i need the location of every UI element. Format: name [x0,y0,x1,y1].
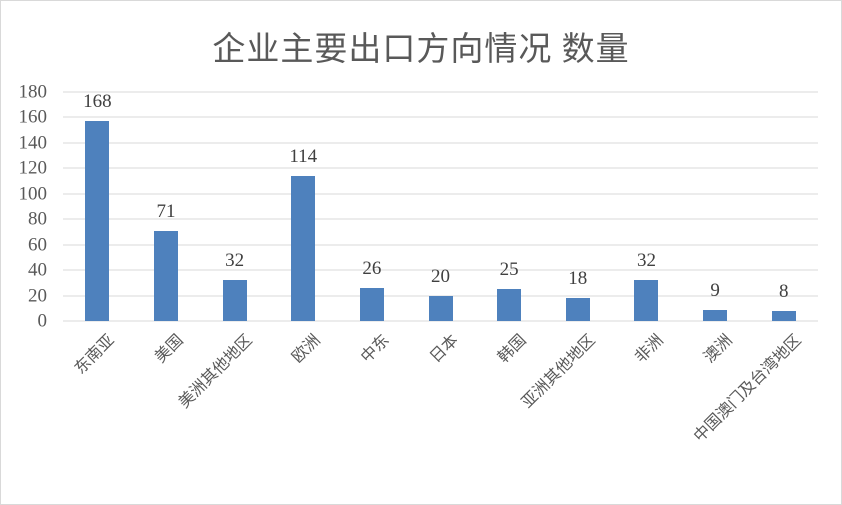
bar-value-label: 9 [710,279,720,301]
bar-slot: 26 [338,92,407,321]
gridline [63,142,818,144]
x-tick-cell: 东南亚 [63,321,132,501]
y-tick-label: 120 [18,157,48,179]
bar-slot: 9 [681,92,750,321]
bar [565,298,590,321]
bar [291,175,316,321]
bar-value-label: 32 [225,250,245,272]
bar-slot: 18 [543,92,612,321]
bar [703,309,728,321]
bar-slot: 71 [132,92,201,321]
bar [428,295,453,321]
x-tick-label: 非洲 [632,331,668,367]
bar-value-label: 26 [362,258,382,280]
y-tick-label: 80 [28,208,47,230]
bar-value-label: 114 [289,146,318,168]
bar-value-label: 71 [156,200,176,222]
y-tick-label: 180 [18,81,48,103]
bar-slot: 8 [749,92,818,321]
x-tick-label: 中东 [357,331,393,367]
gridline [63,320,818,322]
x-tick-cell: 中国澳门及台湾地区 [691,321,818,501]
bar [497,289,522,321]
y-tick-label: 160 [18,106,48,128]
bar-slot: 168 [63,91,132,321]
bars-row: 168 71 32 114 26 20 25 18 32 9 8 [63,91,818,321]
x-tick-cell: 中东 [338,321,407,501]
bar-value-label: 32 [636,250,656,272]
bar [634,280,659,321]
x-tick-label: 韩国 [495,331,530,367]
x-axis-labels: 东南亚 美国 美洲其他地区 欧洲 中东 日本 韩国 亚洲其他地区 非洲 澳洲 中国澳门及台湾地区 [63,321,818,501]
y-tick-label: 100 [18,183,48,205]
y-tick-label: 20 [28,285,47,307]
y-tick-label: 60 [28,234,47,256]
gridlines-layer: 0 20 40 60 80 100 120 140 160 180 [19,83,818,331]
x-tick-cell: 非洲 [612,321,681,501]
bar [85,120,110,321]
x-tick-label: 东南亚 [72,331,119,378]
x-tick-cell: 美洲其他地区 [175,321,269,501]
gridline [63,91,818,93]
gridline [63,269,818,271]
x-tick-label: 澳洲 [701,331,736,367]
y-tick-label: 40 [28,259,47,281]
bar-value-label: 25 [499,259,519,281]
x-tick-cell: 日本 [406,321,475,501]
x-tick-label: 美国 [152,331,187,367]
x-tick-label: 欧洲 [289,331,324,367]
bar [771,310,796,321]
bar-slot: 20 [406,92,475,321]
bar-value-label: 168 [83,91,112,112]
chart-title: 企业主要出口方向情况 数量 [212,32,630,68]
bar-value-label: 18 [568,268,588,290]
gridline [63,244,818,246]
gridline [63,116,818,118]
y-tick-label: 140 [18,132,48,154]
bar [359,287,384,321]
bar [153,230,178,321]
x-tick-cell: 韩国 [475,321,544,501]
bar-slot: 32 [200,92,269,321]
bar-slot: 25 [475,92,544,321]
bar-value-label: 20 [431,265,451,287]
gridline [63,193,818,195]
x-tick-cell: 欧洲 [269,321,338,501]
y-tick-label: 0 [37,310,48,332]
gridline [63,167,818,169]
plot-area: 0 20 40 60 80 100 120 140 160 180 168 71 32 114 26 20 2… [19,83,818,446]
bar-slot: 32 [612,92,681,321]
bar-value-label: 8 [778,280,789,302]
bar [222,280,247,321]
bar-slot: 114 [269,92,338,321]
x-tick-label: 日本 [426,331,462,367]
x-tick-cell: 亚洲其他地区 [519,321,612,501]
gridline [63,218,818,220]
